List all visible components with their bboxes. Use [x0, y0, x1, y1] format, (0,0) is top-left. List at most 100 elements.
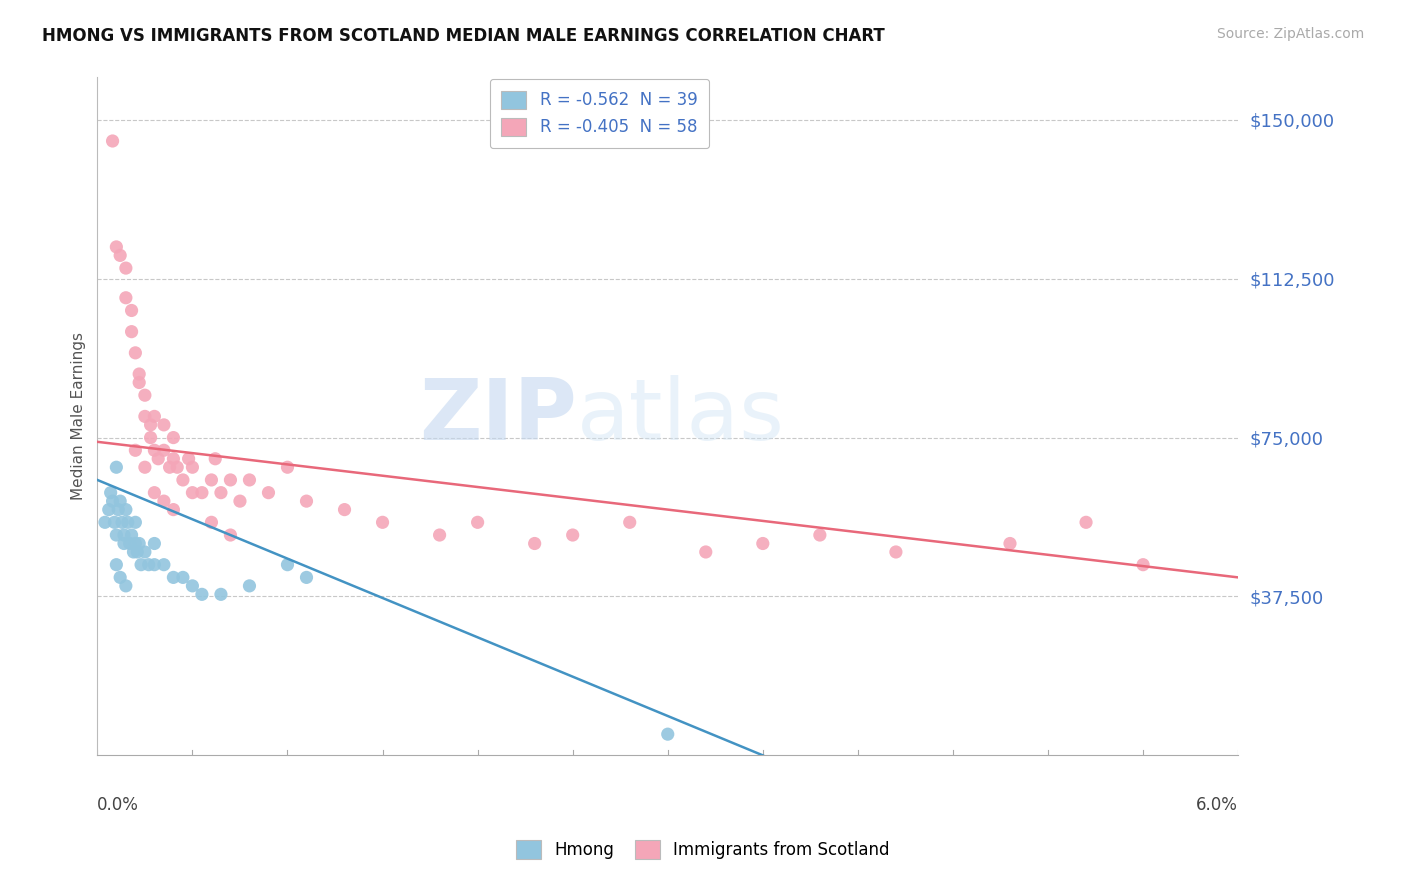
Point [153, 443, 176, 458]
Point [209, 485, 232, 500]
Point [105, 558, 128, 572]
Point [108, 248, 131, 262]
Point [115, 502, 138, 516]
Point [121, 303, 143, 318]
Point [134, 388, 156, 402]
Point [191, 587, 214, 601]
Point [111, 516, 134, 530]
Point [172, 570, 194, 584]
Point [200, 516, 222, 530]
Point [998, 536, 1021, 550]
Point [238, 473, 260, 487]
Text: 0.0%: 0.0% [97, 796, 139, 814]
Point [619, 516, 641, 530]
Text: 6.0%: 6.0% [1197, 796, 1239, 814]
Point [121, 325, 143, 339]
Text: atlas: atlas [576, 375, 785, 458]
Point [124, 516, 146, 530]
Point [112, 528, 135, 542]
Point [162, 431, 184, 445]
Point [124, 443, 146, 458]
Point [97, 502, 120, 516]
Point [1074, 516, 1097, 530]
Point [1132, 558, 1154, 572]
Point [159, 460, 181, 475]
Point [143, 485, 166, 500]
Point [128, 367, 150, 381]
Point [162, 570, 184, 584]
Point [209, 587, 232, 601]
Y-axis label: Median Male Earnings: Median Male Earnings [72, 333, 86, 500]
Point [115, 291, 138, 305]
Point [115, 261, 138, 276]
Point [105, 460, 128, 475]
Point [118, 536, 141, 550]
Legend: Hmong, Immigrants from Scotland: Hmong, Immigrants from Scotland [510, 834, 896, 866]
Point [134, 545, 156, 559]
Point [128, 536, 150, 550]
Point [122, 545, 145, 559]
Point [143, 536, 166, 550]
Point [295, 494, 318, 508]
Point [127, 545, 149, 559]
Point [124, 346, 146, 360]
Point [333, 502, 356, 516]
Point [162, 451, 184, 466]
Point [117, 516, 139, 530]
Point [129, 558, 152, 572]
Legend: R = -0.562  N = 39, R = -0.405  N = 58: R = -0.562 N = 39, R = -0.405 N = 58 [489, 79, 709, 148]
Point [808, 528, 831, 542]
Point [108, 570, 131, 584]
Point [166, 460, 188, 475]
Text: ZIP: ZIP [419, 375, 576, 458]
Point [657, 727, 679, 741]
Point [100, 485, 122, 500]
Point [561, 528, 583, 542]
Point [204, 451, 226, 466]
Point [276, 558, 298, 572]
Point [191, 485, 214, 500]
Point [107, 502, 129, 516]
Point [115, 579, 138, 593]
Point [371, 516, 394, 530]
Point [108, 494, 131, 508]
Point [177, 451, 200, 466]
Point [200, 473, 222, 487]
Point [105, 240, 128, 254]
Point [134, 460, 156, 475]
Point [884, 545, 907, 559]
Point [172, 473, 194, 487]
Point [219, 528, 242, 542]
Point [181, 579, 204, 593]
Point [112, 536, 135, 550]
Point [181, 460, 204, 475]
Point [94, 516, 117, 530]
Point [103, 516, 125, 530]
Point [138, 558, 160, 572]
Point [181, 485, 204, 500]
Point [124, 536, 146, 550]
Point [148, 451, 170, 466]
Point [429, 528, 451, 542]
Point [134, 409, 156, 424]
Point [257, 485, 280, 500]
Point [162, 502, 184, 516]
Point [121, 528, 143, 542]
Point [139, 417, 162, 432]
Point [523, 536, 546, 550]
Point [143, 558, 166, 572]
Point [101, 494, 124, 508]
Point [105, 528, 128, 542]
Point [467, 516, 489, 530]
Point [139, 431, 162, 445]
Point [153, 494, 176, 508]
Point [153, 417, 176, 432]
Point [238, 579, 260, 593]
Point [128, 376, 150, 390]
Text: HMONG VS IMMIGRANTS FROM SCOTLAND MEDIAN MALE EARNINGS CORRELATION CHART: HMONG VS IMMIGRANTS FROM SCOTLAND MEDIAN… [42, 27, 884, 45]
Text: Source: ZipAtlas.com: Source: ZipAtlas.com [1216, 27, 1364, 41]
Point [276, 460, 298, 475]
Point [153, 558, 176, 572]
Point [101, 134, 124, 148]
Point [143, 409, 166, 424]
